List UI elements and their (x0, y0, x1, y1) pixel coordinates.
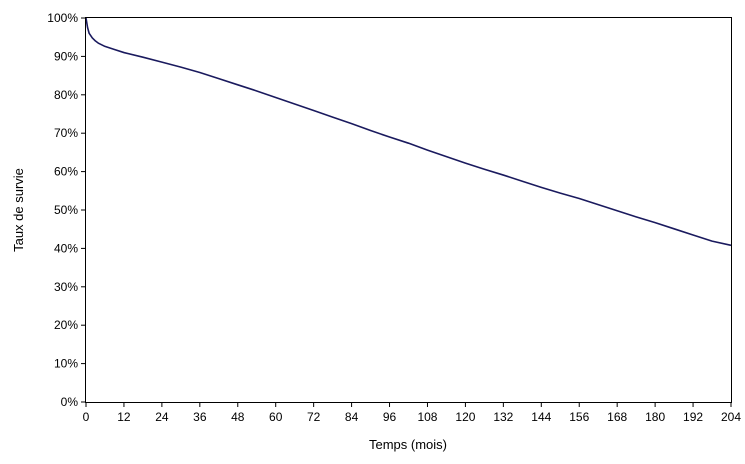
y-tick-label: 100% (47, 11, 78, 25)
y-tick-label: 60% (54, 165, 78, 179)
y-axis-title: Taux de survie (11, 168, 26, 252)
y-tick-label: 40% (54, 241, 78, 255)
x-tick-label: 72 (307, 410, 321, 424)
y-axis: 0% 10% 20% 30% 40% 50% 60% 70% 80% 90% 100% (47, 11, 86, 409)
x-tick-label: 156 (569, 410, 589, 424)
x-axis-title: Temps (mois) (369, 437, 447, 452)
y-tick-label: 70% (54, 126, 78, 140)
x-tick-label: 132 (493, 410, 513, 424)
x-tick-label: 48 (231, 410, 245, 424)
x-tick-label: 168 (607, 410, 627, 424)
y-tick-label: 10% (54, 357, 78, 371)
x-tick-label: 96 (383, 410, 397, 424)
x-tick-label: 60 (269, 410, 283, 424)
x-tick-label: 0 (83, 410, 90, 424)
plot-area (85, 17, 732, 247)
x-tick-label: 180 (645, 410, 665, 424)
x-tick-label: 120 (455, 410, 475, 424)
survival-curve-line (85, 17, 732, 247)
x-tick-label: 24 (155, 410, 169, 424)
x-tick-label: 108 (417, 410, 437, 424)
y-tick-label: 0% (61, 395, 79, 409)
plot-frame (85, 17, 732, 403)
x-tick-label: 84 (345, 410, 359, 424)
y-tick-label: 50% (54, 203, 78, 217)
y-tick-label: 90% (54, 49, 78, 63)
y-tick-label: 30% (54, 280, 78, 294)
x-axis: 0 12 24 36 48 60 72 84 96 108 120 132 144 156 168 180 19… (83, 402, 741, 424)
x-tick-label: 36 (193, 410, 207, 424)
x-tick-label: 12 (117, 410, 131, 424)
x-tick-label: 192 (683, 410, 703, 424)
x-tick-label: 204 (721, 410, 741, 424)
y-tick-label: 20% (54, 318, 78, 332)
x-tick-label: 144 (531, 410, 551, 424)
y-tick-label: 80% (54, 88, 78, 102)
